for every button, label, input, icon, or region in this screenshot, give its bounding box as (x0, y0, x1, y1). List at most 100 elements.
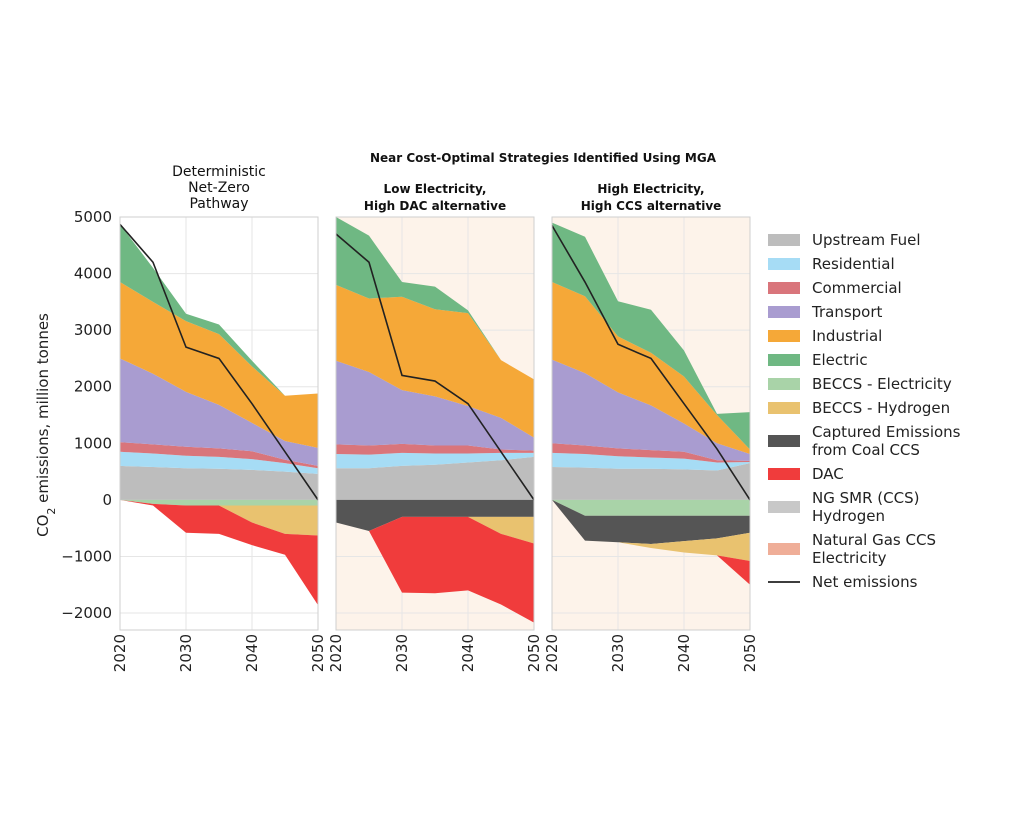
panel-title-line: Net-Zero (188, 180, 250, 196)
area-upstream-fuel (552, 463, 750, 500)
area-dac (120, 499, 318, 606)
legend-label: Electric (812, 351, 868, 369)
legend-item-commercial: Commercial (768, 279, 902, 297)
panel-title-line: Pathway (189, 196, 248, 212)
area-commercial (552, 443, 750, 463)
legend-swatch (768, 402, 800, 414)
x-tick-label: 2030 (609, 634, 627, 672)
legend-label: Industrial (812, 327, 882, 345)
legend-swatch (768, 306, 800, 318)
panel-title-line: High CCS alternative (581, 199, 722, 213)
legend-item-dac: DAC (768, 465, 844, 483)
area-electric (552, 222, 750, 450)
figure-supertitle: Near Cost-Optimal Strategies Identified … (370, 151, 717, 165)
x-tick-label: 2020 (327, 634, 345, 672)
panel-title-line: Deterministic (172, 164, 266, 180)
legend-swatch (768, 468, 800, 480)
legend-label: from Coal CCS (812, 441, 920, 459)
legend-swatch (768, 282, 800, 294)
x-tick-label: 2030 (177, 634, 195, 672)
area-captured-emissions-from-coal-ccs (336, 499, 534, 531)
legend-label: Upstream Fuel (812, 231, 921, 249)
area-dac (336, 516, 534, 623)
y-tick-label: 3000 (74, 321, 112, 339)
panel-frame (335, 216, 535, 631)
net-emissions-line (551, 225, 751, 501)
panel-1: 2020 2030 2040 2050 DeterministicNet-ZeroPat… (111, 164, 327, 672)
legend-label: BECCS - Electricity (812, 375, 952, 393)
net-emissions-line (119, 223, 319, 501)
legend-label: Hydrogen (812, 507, 885, 525)
legend-swatch (768, 258, 800, 270)
y-tick-label: −2000 (61, 604, 112, 622)
legend-item-net-emissions: Net emissions (768, 573, 918, 591)
legend-label: BECCS - Hydrogen (812, 399, 950, 417)
legend-item-transport: Transport (768, 303, 883, 321)
legend-item-beccs-electricity: BECCS - Electricity (768, 375, 952, 393)
legend-swatch (768, 501, 800, 513)
y-tick-label: 0 (102, 491, 112, 509)
y-tick-label: 4000 (74, 265, 112, 283)
panels: 2020 2030 2040 2050 DeterministicNet-ZeroPat… (61, 164, 759, 672)
panel-title-line: Low Electricity, (384, 182, 487, 196)
legend-item-beccs-hydrogen: BECCS - Hydrogen (768, 399, 950, 417)
legend-label: Natural Gas CCS (812, 531, 936, 549)
panel-title-line: High Electricity, (597, 182, 704, 196)
legend: Upstream Fuel Residential Commercial Transp… (768, 231, 961, 591)
y-tick-label: 1000 (74, 434, 112, 452)
legend-item-ng-smr-ccs-hydrogen: NG SMR (CCS)Hydrogen (768, 489, 919, 525)
x-tick-label: 2030 (393, 634, 411, 672)
legend-label: Transport (811, 303, 883, 321)
area-beccs-electricity (552, 499, 750, 516)
legend-item-electric: Electric (768, 351, 868, 369)
panel-frame (119, 216, 319, 631)
area-industrial (552, 282, 750, 455)
area-electric (336, 217, 534, 380)
panel-title-line: High DAC alternative (364, 199, 506, 213)
area-upstream-fuel (120, 465, 318, 500)
x-tick-label: 2040 (243, 634, 261, 672)
y-tick-label: 2000 (74, 378, 112, 396)
area-captured-emissions-from-coal-ccs (552, 499, 750, 545)
area-industrial (120, 282, 318, 448)
legend-item-industrial: Industrial (768, 327, 882, 345)
legend-swatch (768, 378, 800, 390)
x-tick-label: 2040 (459, 634, 477, 672)
panel-2: 2020 2030 2040 2050 Low Electricity, High DAC… (327, 182, 543, 672)
area-residential (552, 452, 750, 471)
area-commercial (336, 443, 534, 455)
x-tick-label: 2040 (675, 634, 693, 672)
legend-swatch (768, 330, 800, 342)
y-axis-label-text: CO2 emissions, million tonnes (34, 313, 58, 537)
legend-label: Captured Emissions (812, 423, 961, 441)
legend-swatch (768, 234, 800, 246)
area-beccs-electricity (120, 499, 318, 506)
y-ticks: 5000 4000 3000 2000 1000 0 −1000 −2000 (61, 208, 112, 622)
x-tick-label: 2050 (309, 634, 327, 672)
area-beccs-hydrogen (120, 499, 318, 536)
area-beccs-hydrogen (336, 516, 534, 544)
legend-label: NG SMR (CCS) (812, 489, 919, 507)
legend-label: Residential (812, 255, 895, 273)
legend-swatch (768, 354, 800, 366)
y-tick-label: −1000 (61, 547, 112, 565)
area-residential (120, 451, 318, 474)
x-tick-label: 2020 (543, 634, 561, 672)
panel-3: 2020 2030 2040 2050 High Electricity, High CC… (543, 182, 759, 672)
net-emissions-line (335, 233, 535, 501)
area-residential (336, 452, 534, 469)
legend-swatch (768, 435, 800, 447)
area-transport (552, 359, 750, 461)
x-tick-label: 2050 (741, 634, 759, 672)
legend-swatch (768, 543, 800, 555)
area-beccs-hydrogen (552, 499, 750, 561)
area-upstream-fuel (336, 456, 534, 500)
y-tick-label: 5000 (74, 208, 112, 226)
x-tick-label: 2020 (111, 634, 129, 672)
legend-item-upstream-fuel: Upstream Fuel (768, 231, 921, 249)
legend-label: Net emissions (812, 573, 918, 591)
y-axis-label: CO2 emissions, million tonnes (34, 313, 58, 537)
legend-label: Electricity (812, 549, 887, 567)
area-transport (120, 358, 318, 466)
